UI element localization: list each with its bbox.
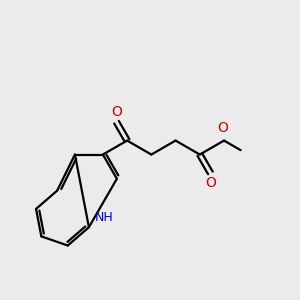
- Text: O: O: [111, 105, 122, 119]
- Text: O: O: [205, 176, 216, 190]
- Text: NH: NH: [95, 211, 114, 224]
- Text: O: O: [217, 121, 228, 135]
